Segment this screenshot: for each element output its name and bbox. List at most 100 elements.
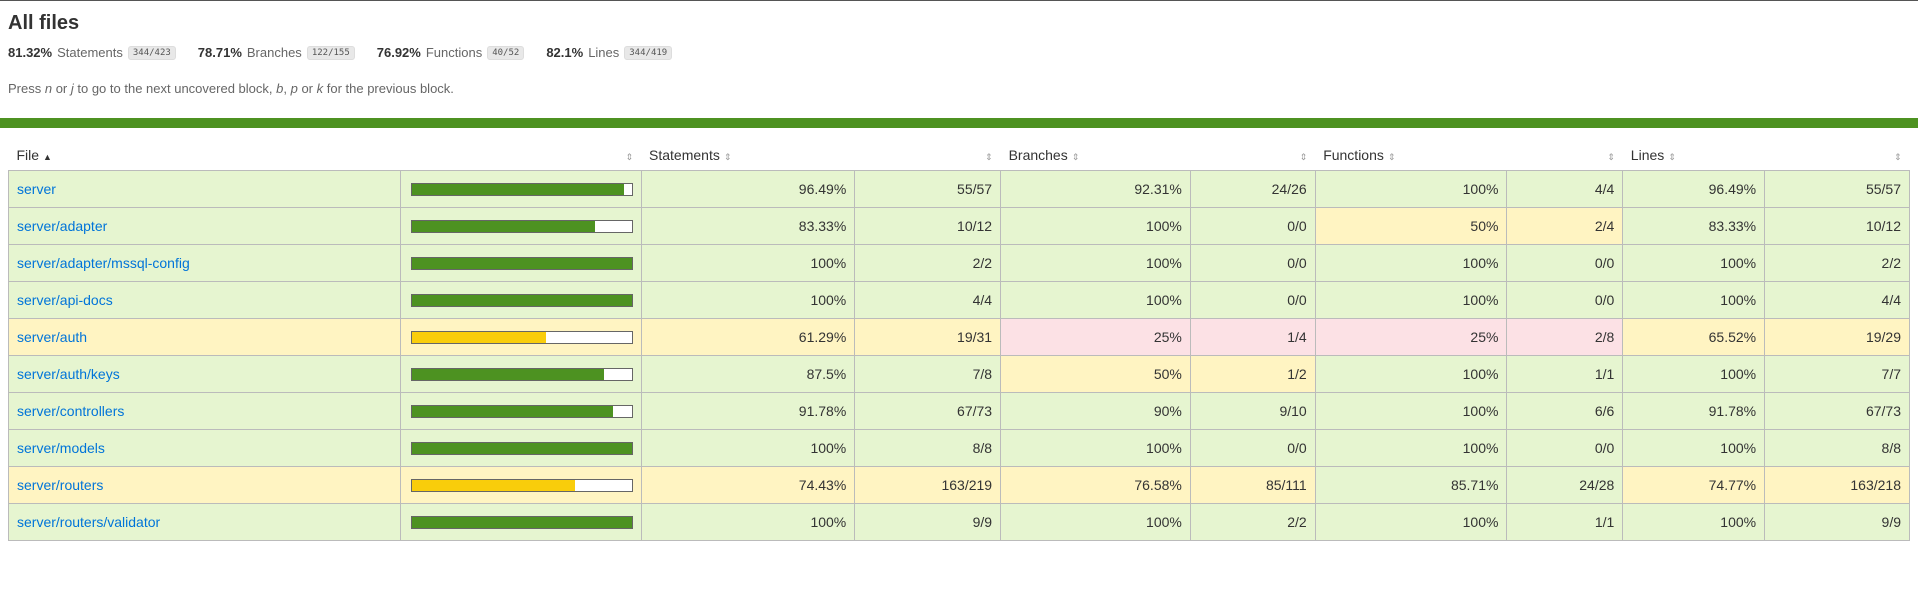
coverage-bar <box>410 404 633 418</box>
table-row: server/auth/keys 87.5% 7/8 50% 1/2 100% 1/1 100… <box>8 355 1910 393</box>
functions-fraction: 2/8 <box>1506 318 1624 356</box>
lines-pct: 96.49% <box>1622 170 1766 208</box>
hint-key: n <box>44 81 53 96</box>
column-lines[interactable]: Lines ⇕ <box>1623 140 1765 171</box>
file-cell: server/auth <box>8 318 401 356</box>
hint-text: for the previous block. <box>323 81 454 96</box>
coverage-bar-fill <box>411 220 595 232</box>
file-link[interactable]: server/adapter/mssql-config <box>17 255 190 271</box>
summary-branches: 78.71% Branches 122/155 <box>198 45 355 60</box>
lines-pct: 91.78% <box>1622 392 1766 430</box>
lines-fraction: 4/4 <box>1764 281 1910 319</box>
table-row: server 96.49% 55/57 92.31% 24/26 100% 4/4 96.49… <box>8 170 1910 208</box>
file-cell: server/api-docs <box>8 281 401 319</box>
coverage-bar <box>410 256 633 270</box>
branches-fraction: 0/0 <box>1189 281 1316 319</box>
file-link[interactable]: server <box>17 181 56 197</box>
summary-fraction: 122/155 <box>306 45 355 60</box>
column-statements-raw[interactable]: ⇕ <box>855 140 1001 171</box>
branches-pct: 90% <box>1000 392 1191 430</box>
file-cell: server/auth/keys <box>8 355 401 393</box>
sort-icon: ⇕ <box>1387 152 1396 162</box>
file-link[interactable]: server/models <box>17 440 105 456</box>
column-functions[interactable]: Functions ⇕ <box>1315 140 1507 171</box>
branches-fraction: 1/4 <box>1189 318 1316 356</box>
statements-pct: 100% <box>640 429 856 467</box>
table-row: server/auth 61.29% 19/31 25% 1/4 25% 2/8 65.52%… <box>8 318 1910 356</box>
sort-icon: ⇕ <box>1893 152 1902 162</box>
file-cell: server/adapter/mssql-config <box>8 244 401 282</box>
hint-key: j <box>70 81 74 96</box>
file-link[interactable]: server/auth <box>17 329 88 345</box>
coverage-bar <box>410 182 633 196</box>
coverage-bar <box>410 441 633 455</box>
keyboard-hint: Press n or j to go to the next uncovered… <box>8 81 1910 96</box>
lines-pct: 100% <box>1622 355 1766 393</box>
file-link[interactable]: server/auth/keys <box>17 366 120 382</box>
column-label: File <box>16 147 40 163</box>
coverage-bar <box>410 367 633 381</box>
branches-pct: 100% <box>1000 429 1191 467</box>
functions-pct: 100% <box>1314 244 1508 282</box>
branches-fraction: 0/0 <box>1189 244 1316 282</box>
lines-fraction: 2/2 <box>1764 244 1910 282</box>
lines-fraction: 8/8 <box>1764 429 1910 467</box>
coverage-bar-fill <box>411 331 547 343</box>
file-cell: server/routers/validator <box>8 503 401 541</box>
branches-fraction: 0/0 <box>1189 429 1316 467</box>
top-divider <box>0 0 1918 1</box>
statements-fraction: 163/219 <box>854 466 1002 504</box>
coverage-bar <box>410 219 633 233</box>
table-row: server/adapter/mssql-config 100% 2/2 100% 0/… <box>8 244 1910 282</box>
column-branches[interactable]: Branches ⇕ <box>1001 140 1191 171</box>
coverage-bar-cell <box>399 207 642 245</box>
coverage-bar <box>410 330 633 344</box>
statements-fraction: 2/2 <box>854 244 1002 282</box>
column-functions-raw[interactable]: ⇕ <box>1507 140 1623 171</box>
branches-pct: 100% <box>1000 207 1191 245</box>
sort-icon: ⇕ <box>1299 152 1308 162</box>
coverage-bar-cell <box>399 281 642 319</box>
functions-fraction: 0/0 <box>1506 244 1624 282</box>
statements-pct: 100% <box>640 503 856 541</box>
hint-key: k <box>316 81 324 96</box>
hint-text: , <box>283 81 291 96</box>
summary-label: Functions <box>425 45 483 60</box>
summary-label: Lines <box>588 45 620 60</box>
functions-pct: 100% <box>1314 355 1508 393</box>
hint-text: Press <box>8 81 45 96</box>
hint-key: p <box>290 81 298 96</box>
statements-fraction: 7/8 <box>854 355 1002 393</box>
branches-pct: 92.31% <box>1000 170 1191 208</box>
statements-pct: 74.43% <box>640 466 856 504</box>
file-link[interactable]: server/controllers <box>17 403 125 419</box>
coverage-bar <box>410 293 633 307</box>
hint-text: or <box>52 81 71 96</box>
summary-fraction: 344/419 <box>624 45 673 60</box>
hint-text: to go to the next uncovered block, <box>73 81 277 96</box>
functions-fraction: 2/4 <box>1506 207 1624 245</box>
branches-fraction: 85/111 <box>1189 466 1316 504</box>
coverage-bar-cell <box>399 170 642 208</box>
column-branches-raw[interactable]: ⇕ <box>1190 140 1315 171</box>
column-statements[interactable]: Statements ⇕ <box>641 140 855 171</box>
coverage-bar <box>410 515 633 529</box>
column-coverage-bar[interactable]: ⇕ <box>400 140 641 171</box>
functions-pct: 100% <box>1314 392 1508 430</box>
statements-pct: 100% <box>640 281 856 319</box>
column-lines-raw[interactable]: ⇕ <box>1765 140 1910 171</box>
lines-pct: 83.33% <box>1622 207 1766 245</box>
file-link[interactable]: server/routers <box>17 477 104 493</box>
functions-fraction: 0/0 <box>1506 281 1624 319</box>
coverage-bar-fill <box>411 442 632 454</box>
table-row: server/api-docs 100% 4/4 100% 0/0 100% 0/0 100%… <box>8 281 1910 319</box>
column-file[interactable]: File ▲ <box>9 140 401 171</box>
summary-label: Branches <box>246 45 302 60</box>
file-link[interactable]: server/api-docs <box>17 292 113 308</box>
summary-functions: 76.92% Functions 40/52 <box>377 45 525 60</box>
file-link[interactable]: server/adapter <box>17 218 108 234</box>
file-link[interactable]: server/routers/validator <box>17 514 161 530</box>
branches-fraction: 24/26 <box>1189 170 1316 208</box>
summary-fraction: 344/423 <box>127 45 176 60</box>
lines-fraction: 7/7 <box>1764 355 1910 393</box>
